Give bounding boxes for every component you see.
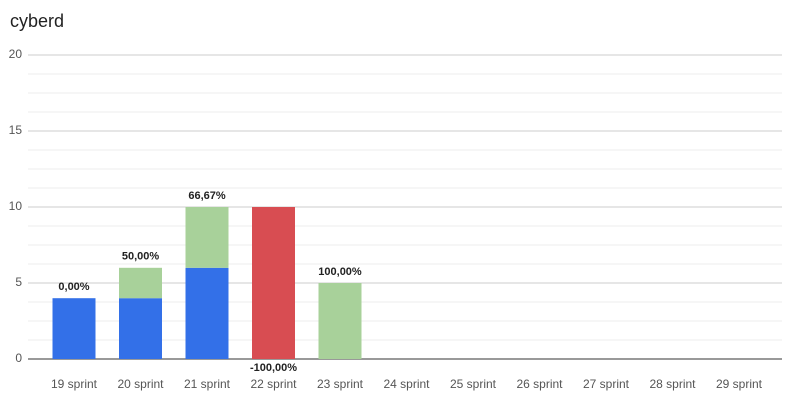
data-label: 66,67% <box>188 190 226 202</box>
data-label: 50,00% <box>122 251 160 263</box>
x-tick-label: 29 sprint <box>716 377 763 391</box>
x-tick-label: 20 sprint <box>117 377 164 391</box>
x-tick-label: 27 sprint <box>583 377 630 391</box>
y-tick-label: 20 <box>9 47 23 61</box>
x-tick-label: 28 sprint <box>649 377 696 391</box>
bar-segment <box>185 207 229 268</box>
x-tick-label: 22 sprint <box>250 377 297 391</box>
x-tick-label: 25 sprint <box>450 377 497 391</box>
bar-segment <box>119 267 162 299</box>
y-tick-label: 15 <box>9 123 23 137</box>
data-label: 100,00% <box>318 266 362 278</box>
x-tick-label: 23 sprint <box>317 377 364 391</box>
bar-segment <box>252 207 295 359</box>
bar-segment <box>119 298 162 359</box>
x-tick-label: 26 sprint <box>516 377 563 391</box>
bar-segment <box>52 298 96 359</box>
data-label: 0,00% <box>58 281 89 293</box>
data-label: -100,00% <box>250 362 297 374</box>
bar-segment <box>318 283 362 359</box>
y-tick-label: 5 <box>15 275 22 289</box>
y-tick-label: 0 <box>15 351 22 365</box>
bar-segment <box>185 267 229 359</box>
y-tick-label: 10 <box>9 199 23 213</box>
x-tick-label: 19 sprint <box>51 377 98 391</box>
chart-title: cyberd <box>10 11 64 31</box>
x-tick-label: 21 sprint <box>184 377 231 391</box>
x-tick-label: 24 sprint <box>383 377 430 391</box>
